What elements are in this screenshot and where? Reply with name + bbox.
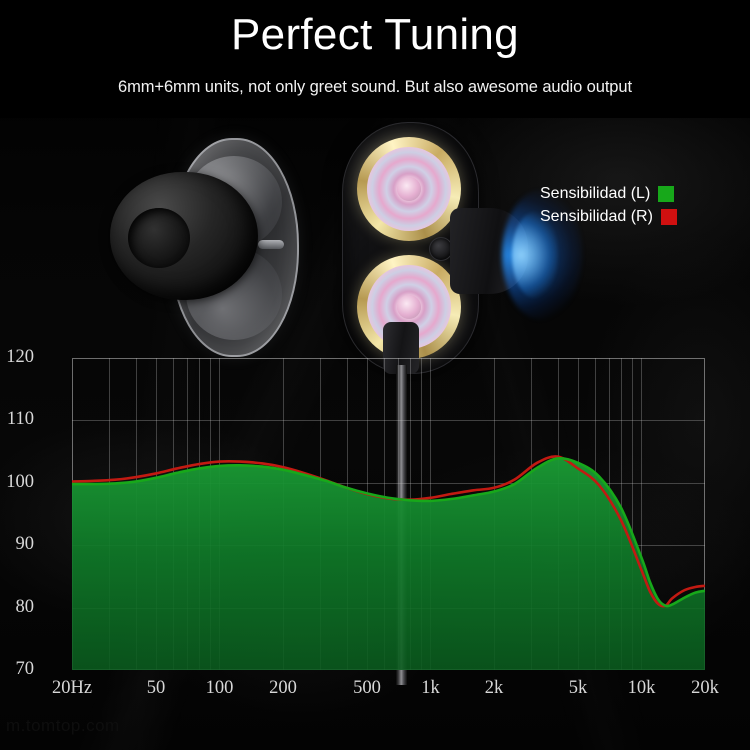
watermark: m.tomtop.com	[6, 716, 120, 735]
x-axis-tick-label: 500	[353, 678, 381, 698]
page-subtitle: 6mm+6mm units, not only greet sound. But…	[118, 78, 632, 96]
red-swatch	[660, 208, 677, 225]
legend-label-left: Sensibilidad (L)	[540, 184, 651, 202]
eartip-bore	[128, 208, 190, 268]
x-axis-tick-label: 2k	[484, 678, 504, 698]
y-axis-tick-label: 100	[6, 471, 34, 492]
blue-glow-core	[512, 212, 558, 298]
chart-legend: Sensibilidad (L) Sensibilidad (R)	[540, 182, 677, 228]
x-axis-tick-label: 100	[205, 678, 234, 698]
driver-top-core	[397, 177, 421, 201]
x-axis-tick-label: 10k	[627, 678, 656, 698]
driver-bottom-core	[397, 295, 421, 319]
green-area-fill	[72, 458, 705, 670]
x-axis-tick-label: 1k	[421, 678, 440, 698]
y-axis-tick-label: 80	[15, 596, 35, 617]
legend-label-right: Sensibilidad (R)	[540, 207, 653, 225]
eartip-icon	[110, 172, 258, 300]
gridline-horizontal	[72, 482, 705, 484]
chart-curves	[72, 455, 705, 670]
x-axis-tick-label: 20k	[691, 678, 719, 698]
chart-plot-area	[72, 358, 705, 670]
driver-top-icon	[357, 137, 461, 241]
x-axis-tick-label: 5k	[568, 678, 588, 698]
gridline-horizontal	[72, 420, 705, 422]
x-axis-tick-label: 50	[146, 678, 166, 698]
y-axis-tick-label: 90	[15, 534, 35, 555]
shell-stud	[258, 240, 284, 249]
legend-item-right: Sensibilidad (R)	[540, 205, 677, 228]
series-line-right	[72, 455, 705, 608]
x-axis-tick-label: 20Hz	[51, 678, 93, 698]
y-axis-tick-label: 70	[15, 659, 35, 679]
gridline-vertical	[641, 358, 643, 670]
header-backdrop	[0, 0, 750, 118]
y-axis-tick-label: 110	[6, 409, 34, 430]
gridline-vertical	[631, 358, 633, 670]
y-axis-tick-label: 120	[6, 347, 34, 367]
legend-item-left: Sensibilidad (L)	[540, 182, 677, 205]
green-swatch	[658, 185, 675, 202]
product-photo	[110, 120, 582, 420]
x-axis-tick-label: 200	[269, 678, 297, 698]
page-title: Perfect Tuning	[231, 10, 519, 59]
series-line-left	[72, 456, 705, 608]
